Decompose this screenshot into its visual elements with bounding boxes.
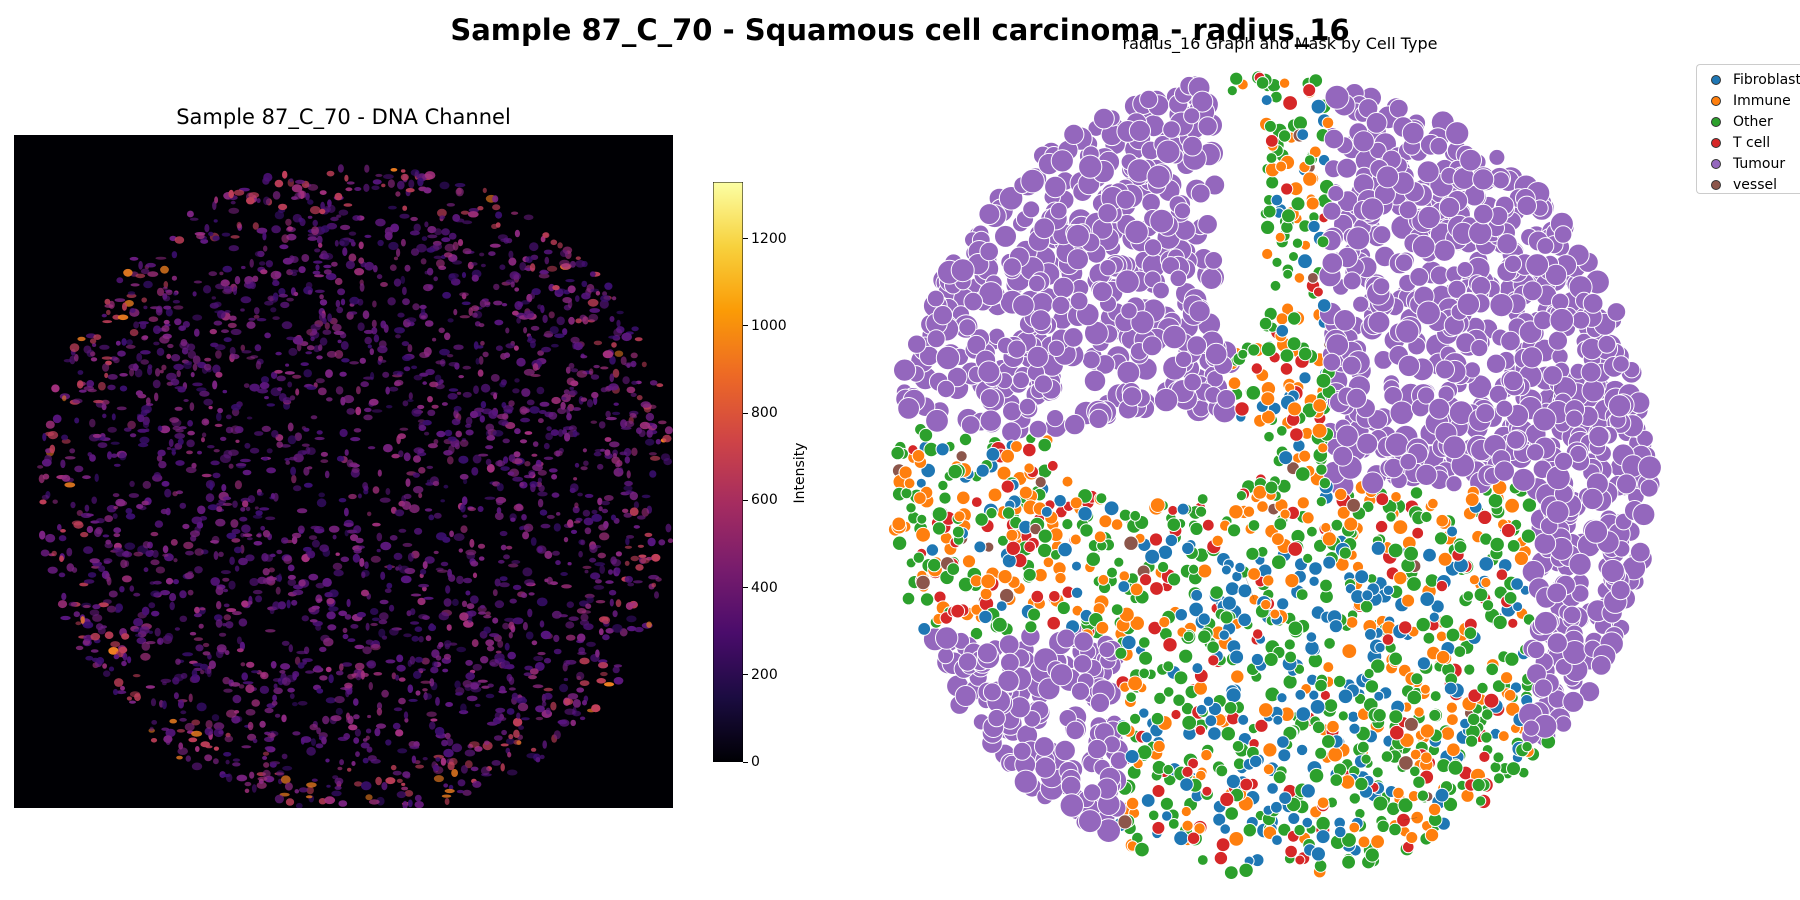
intensity-colorbar — [712, 181, 744, 763]
colorbar-tick-mark — [743, 587, 748, 589]
colorbar-tick-mark — [743, 238, 748, 240]
legend-marker — [1711, 75, 1721, 85]
legend-label: Immune — [1733, 93, 1791, 109]
legend-entry: Immune — [1711, 91, 1791, 111]
graph-edges — [1009, 382, 1560, 821]
legend-entry: Other — [1711, 112, 1773, 132]
legend-marker — [1711, 180, 1721, 190]
colorbar-tick-mark — [743, 325, 748, 327]
legend-label: vessel — [1733, 177, 1777, 193]
legend-entry: vessel — [1711, 175, 1777, 193]
dna-background — [14, 135, 673, 808]
legend-label: Tumour — [1733, 156, 1786, 172]
colorbar-gradient — [712, 181, 744, 763]
dna-nuclei — [37, 164, 674, 810]
colorbar-tick-mark — [743, 499, 748, 501]
figure-suptitle: Sample 87_C_70 - Squamous cell carcinoma… — [450, 13, 1350, 47]
legend-marker — [1711, 138, 1721, 148]
colorbar-tick-mark — [743, 761, 748, 763]
legend-label: Fibroblast — [1733, 72, 1800, 88]
legend-label: Other — [1733, 114, 1773, 130]
colorbar-tick-label: 1000 — [751, 317, 787, 334]
legend-marker — [1711, 96, 1721, 106]
cell-masks — [887, 70, 1662, 880]
dna-channel-title: Sample 87_C_70 - DNA Channel — [176, 105, 511, 129]
colorbar-tick-label: 1200 — [751, 230, 787, 247]
dna-channel-canvas — [14, 135, 674, 810]
dna-channel-image — [14, 135, 674, 810]
colorbar-tick-mark — [743, 412, 748, 414]
cell-type-graph-mask — [860, 66, 1680, 896]
colorbar-tick-label: 400 — [751, 579, 778, 596]
cell-type-legend: Fibroblast Immune Other T cell Tumour vessel — [1696, 64, 1800, 194]
legend-entry: Tumour — [1711, 154, 1785, 174]
legend-entry: T cell — [1711, 133, 1770, 153]
colorbar-tick-label: 0 — [751, 754, 760, 770]
colorbar-tick-label: 200 — [751, 666, 778, 683]
legend-label: T cell — [1733, 135, 1771, 151]
colorbar-tick-label: 600 — [751, 492, 778, 509]
graph-mask-canvas — [887, 70, 1662, 880]
legend-marker — [1711, 117, 1721, 127]
legend-marker — [1711, 159, 1721, 169]
graph-mask-title: radius_16 Graph and Mask by Cell Type — [1122, 34, 1438, 53]
colorbar-tick-label: 800 — [751, 405, 778, 422]
colorbar-tick-mark — [743, 674, 748, 676]
colorbar-label: Intensity — [792, 442, 808, 504]
legend-entry: Fibroblast — [1711, 70, 1800, 90]
